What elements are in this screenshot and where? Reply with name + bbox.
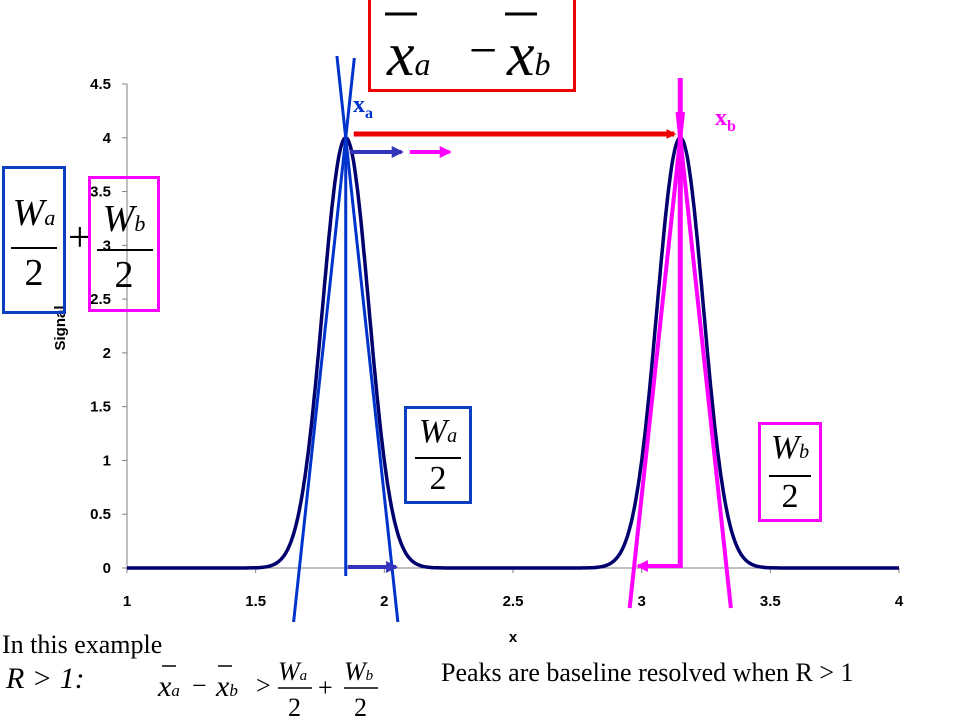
tangent-a-left: [292, 57, 356, 623]
y-tick-label: 1.5: [90, 399, 111, 416]
x-axis-title: x: [509, 629, 518, 646]
y-tick-label: 0: [103, 560, 111, 577]
tangent-a-right: [335, 55, 400, 623]
y-tick-label: 0.5: [90, 506, 111, 523]
half-width-a-box-left: Wa 2: [2, 166, 66, 314]
y-tick-label: 2: [103, 345, 111, 362]
cond-wa: Wa: [278, 657, 307, 686]
half-width-a-box: Wa 2: [404, 406, 472, 504]
condition-r: R > 1:: [6, 662, 85, 695]
diff-x-a: xa: [386, 21, 431, 89]
condition-formula: xa − xb > Wa 2 + Wb 2: [150, 640, 400, 720]
y-tick-label: 4: [103, 130, 112, 147]
y-tick-label: 4.5: [90, 76, 111, 93]
series-line: [127, 136, 899, 570]
cond-gt: >: [256, 671, 271, 700]
tangent-b-right: [675, 111, 733, 609]
example-text: In this example: [2, 630, 163, 659]
y-tick-label: 3.5: [90, 184, 111, 201]
difference-formula-box: xa − xb: [368, 0, 576, 92]
x-tick-label: 3.5: [760, 593, 781, 610]
y-tick-label: 1: [103, 452, 111, 469]
cond-wb: Wb: [344, 657, 374, 686]
cond-x-b: xb: [215, 670, 238, 703]
half-width-b-box-left: Wb 2: [88, 176, 160, 312]
x-tick-label: 1: [123, 593, 131, 610]
diff-minus: −: [469, 22, 497, 78]
y-tick-label: 2.5: [90, 291, 111, 308]
peak-a-label: xa: [353, 92, 373, 122]
x-tick-label: 4: [895, 593, 904, 610]
series: [127, 136, 899, 570]
tangent-b-left: [627, 111, 686, 609]
cond-2a: 2: [288, 693, 301, 720]
annotation-overlay: [292, 55, 733, 623]
cond-minus: −: [192, 671, 207, 700]
resolved-text: Peaks are baseline resolved when R > 1: [441, 658, 854, 687]
peak-b-label: xb: [715, 105, 736, 135]
plus-sign: +: [68, 215, 92, 261]
half-width-b-box: Wb 2: [758, 422, 822, 522]
tick-labels: 0 0.5 1 1.5 2 2.5 3 3.5 4 4.5 1 1.5 2 2.5 3 3.5 4: [90, 76, 904, 610]
diff-x-b: xb: [506, 21, 551, 89]
x-tick-label: 3: [637, 593, 645, 610]
cond-plus: +: [318, 673, 333, 702]
y-tick-label: 3: [103, 237, 111, 254]
cond-x-a: xa: [157, 670, 180, 703]
cond-2b: 2: [354, 693, 367, 720]
x-tick-label: 2: [380, 593, 388, 610]
x-tick-label: 2.5: [503, 593, 524, 610]
y-axis-title: Signal: [52, 305, 69, 350]
x-tick-label: 1.5: [245, 593, 266, 610]
